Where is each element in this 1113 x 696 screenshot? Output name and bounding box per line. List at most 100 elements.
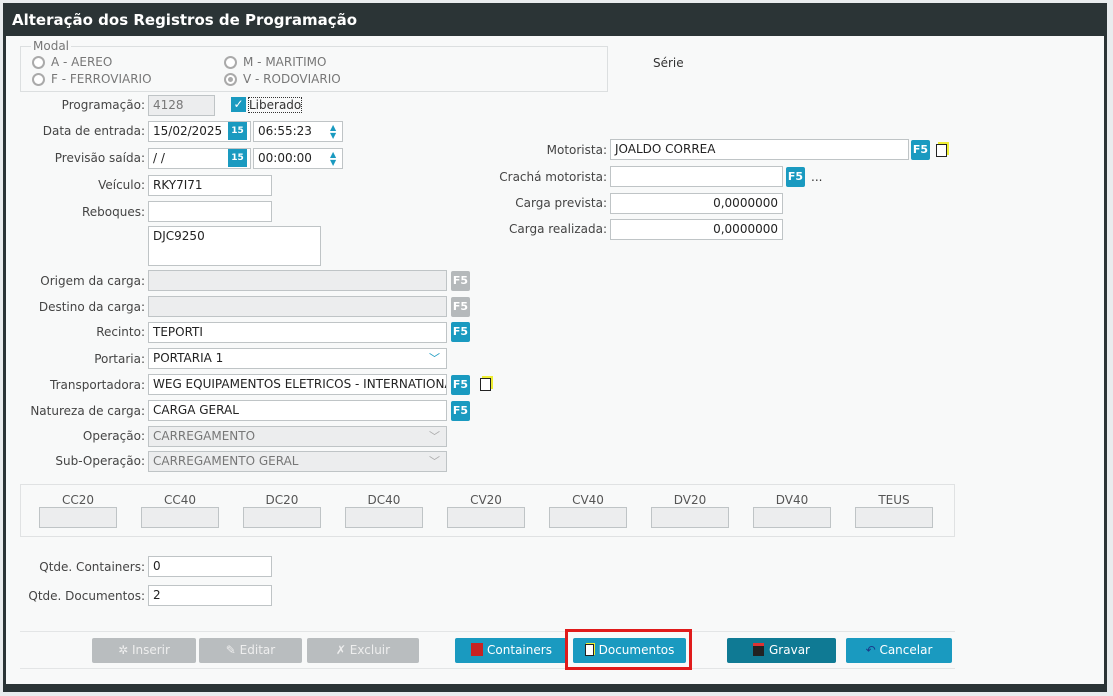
container-type-label: DV40	[775, 493, 809, 507]
button-label: Containers	[487, 643, 552, 657]
time-spinner-icon[interactable]: ▲ ▼	[330, 150, 337, 167]
portaria-label: Portaria:	[94, 352, 145, 366]
editar-button[interactable]: ✎ Editar	[199, 638, 302, 663]
containers-button[interactable]: Containers	[455, 638, 568, 663]
time-spinner-icon[interactable]: ▲ ▼	[330, 123, 337, 140]
highlight-box	[565, 629, 692, 670]
button-label: Excluir	[349, 643, 391, 657]
cracha-f5-button[interactable]: F5	[786, 167, 805, 187]
container-type-label: CC20	[61, 493, 95, 507]
transportadora-f5-button[interactable]: F5	[451, 375, 470, 395]
previsao-saida-time[interactable]: 00:00:00	[253, 148, 343, 169]
data-entrada-date[interactable]: 15/02/2025	[148, 121, 251, 142]
document-icon	[584, 644, 594, 656]
gravar-button[interactable]: Gravar	[727, 638, 836, 663]
origem-input[interactable]	[148, 270, 447, 291]
container-type-input-dv20[interactable]	[651, 507, 729, 528]
origem-label: Origem da carga:	[40, 274, 145, 288]
liberado-checkbox[interactable]: ✓	[231, 97, 246, 112]
programacao-input[interactable]: 4128	[148, 95, 215, 116]
modal-group	[20, 46, 608, 92]
previsao-saida-label: Previsão saída:	[54, 151, 145, 165]
container-type-input-dc40[interactable]	[345, 507, 423, 528]
sub-operacao-label: Sub-Operação:	[55, 454, 145, 468]
radio-ferroviario[interactable]	[32, 73, 45, 86]
radio-label: A - AEREO	[51, 55, 113, 69]
recinto-label: Recinto:	[96, 325, 145, 339]
container-type-input-cc20[interactable]	[39, 507, 117, 528]
cancelar-button[interactable]: ↶ Cancelar	[846, 638, 952, 663]
button-label: Documentos	[598, 643, 675, 657]
container-type-label: CV40	[572, 493, 604, 507]
document-icon[interactable]	[936, 144, 947, 157]
carga-prevista-label: Carga prevista:	[515, 196, 607, 210]
recinto-input[interactable]: TEPORTI	[148, 322, 447, 343]
natureza-f5-button[interactable]: F5	[451, 401, 470, 421]
modal-legend: Modal	[31, 39, 71, 53]
radio-aereo[interactable]	[32, 56, 45, 69]
destino-f5-button[interactable]: F5	[451, 297, 470, 317]
container-type-label: DV20	[673, 493, 707, 507]
natureza-input[interactable]: CARGA GERAL	[148, 400, 447, 421]
chevron-down-icon[interactable]: ﹀	[429, 455, 440, 468]
container-type-label: CV20	[470, 493, 502, 507]
container-type-input-teus[interactable]	[855, 507, 933, 528]
data-entrada-time[interactable]: 06:55:23	[253, 121, 343, 142]
divider	[20, 631, 955, 632]
container-type-label: CC40	[163, 493, 197, 507]
delete-icon: ✗	[335, 643, 350, 657]
carga-realizada-label: Carga realizada:	[509, 222, 607, 236]
qtde-documentos-input[interactable]: 2	[148, 585, 272, 606]
veiculo-input[interactable]: RKY7I71	[148, 175, 272, 196]
calendar-icon[interactable]: 15	[228, 149, 247, 167]
cracha-input[interactable]	[610, 166, 783, 187]
container-type-input-cv20[interactable]	[447, 507, 525, 528]
previsao-saida-date[interactable]: / /	[148, 148, 251, 169]
reboques-input[interactable]	[148, 201, 272, 222]
destino-input[interactable]	[148, 296, 447, 317]
carga-realizada-input[interactable]: 0,0000000	[610, 219, 783, 240]
motorista-f5-button[interactable]: F5	[911, 140, 930, 160]
natureza-label: Natureza de carga:	[30, 404, 145, 418]
radio-maritimo[interactable]	[224, 56, 237, 69]
qtde-documentos-label: Qtde. Documentos:	[28, 589, 145, 603]
container-type-input-dc20[interactable]	[243, 507, 321, 528]
portaria-select[interactable]: PORTARIA 1	[148, 348, 447, 369]
container-type-input-dv40[interactable]	[753, 507, 831, 528]
qtde-containers-input[interactable]: 0	[148, 556, 272, 577]
edit-icon: ✎	[225, 643, 240, 657]
container-type-input-cc40[interactable]	[141, 507, 219, 528]
operacao-label: Operação:	[82, 429, 145, 443]
cracha-more-button[interactable]: ...	[811, 170, 823, 184]
sub-operacao-select[interactable]: CARREGAMENTO GERAL	[148, 451, 447, 472]
transportadora-input[interactable]: WEG EQUIPAMENTOS ELETRICOS - INTERNATION…	[148, 374, 447, 395]
calendar-icon[interactable]: 15	[228, 122, 247, 140]
radio-rodoviario[interactable]	[224, 73, 237, 86]
recinto-f5-button[interactable]: F5	[451, 322, 470, 342]
excluir-button[interactable]: ✗ Excluir	[307, 638, 419, 663]
serie-label: Série	[653, 56, 684, 70]
document-icon[interactable]	[480, 378, 491, 391]
operacao-select[interactable]: CARREGAMENTO	[148, 426, 447, 447]
insert-icon: ✲	[118, 643, 132, 657]
motorista-input[interactable]: JOALDO CORREA	[610, 139, 909, 160]
divider	[20, 668, 955, 669]
documentos-button[interactable]: Documentos	[573, 638, 686, 663]
chevron-down-icon[interactable]: ﹀	[429, 430, 440, 443]
container-type-label: TEUS	[878, 493, 910, 507]
inserir-button[interactable]: ✲ Inserir	[92, 638, 196, 663]
button-label: Editar	[239, 643, 276, 657]
container-type-label: DC20	[265, 493, 299, 507]
button-label: Inserir	[131, 643, 170, 657]
qtde-containers-label: Qtde. Containers:	[39, 560, 145, 574]
carga-prevista-input[interactable]: 0,0000000	[610, 193, 783, 214]
chevron-down-icon[interactable]: ﹀	[429, 352, 440, 365]
cracha-label: Crachá motorista:	[499, 170, 607, 184]
reboques-list[interactable]: DJC9250	[148, 226, 321, 266]
origem-f5-button[interactable]: F5	[451, 271, 470, 291]
container-type-input-cv40[interactable]	[549, 507, 627, 528]
veiculo-label: Veículo:	[98, 178, 145, 192]
radio-label: M - MARITIMO	[243, 55, 327, 69]
reboques-label: Reboques:	[81, 205, 145, 219]
button-label: Gravar	[769, 643, 810, 657]
